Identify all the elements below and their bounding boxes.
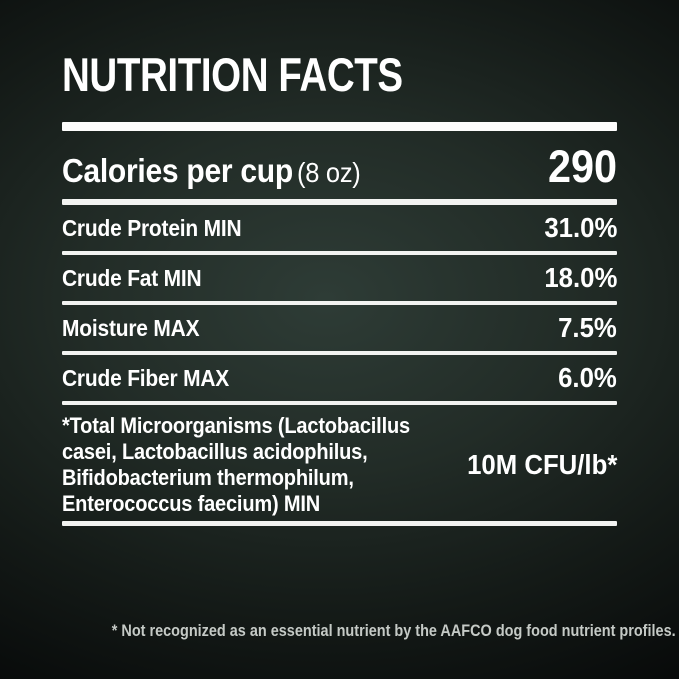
row-divider bbox=[62, 301, 617, 305]
nutrient-label: Crude Fat MIN bbox=[62, 264, 202, 291]
header-rule bbox=[62, 122, 617, 131]
page-title: NUTRITION FACTS bbox=[62, 48, 617, 102]
page-title-text: NUTRITION FACTS bbox=[62, 48, 403, 101]
calories-value-text: 290 bbox=[547, 141, 617, 192]
calories-label: Calories per cup bbox=[62, 152, 293, 189]
table-row-moisture: Moisture MAX 7.5% bbox=[62, 305, 617, 351]
nutrient-value: 7.5% bbox=[558, 312, 617, 343]
calories-unit: (8 oz) bbox=[297, 157, 361, 188]
nutrient-value: 10M CFU/lb* bbox=[466, 449, 617, 480]
nutrient-value: 18.0% bbox=[543, 262, 617, 293]
nutrient-label: *Total Microorganisms (Lactobacillus cas… bbox=[62, 413, 410, 516]
nutrient-value: 31.0% bbox=[543, 212, 617, 243]
row-divider bbox=[62, 351, 617, 355]
calories-label-group: Calories per cup (8 oz) bbox=[62, 152, 361, 190]
nutrient-label: Crude Protein MIN bbox=[62, 214, 242, 241]
calories-value: 290 bbox=[542, 141, 617, 193]
nutrient-label: Crude Fiber MAX bbox=[62, 364, 230, 391]
calories-row: Calories per cup (8 oz) 290 bbox=[62, 131, 617, 199]
row-divider bbox=[62, 401, 617, 405]
row-divider bbox=[62, 251, 617, 255]
table-row-fat: Crude Fat MIN 18.0% bbox=[62, 255, 617, 301]
footer-rule bbox=[62, 521, 617, 526]
nutrient-value: 6.0% bbox=[558, 362, 617, 393]
table-row-protein: Crude Protein MIN 31.0% bbox=[62, 205, 617, 251]
footnote-text: * Not recognized as an essential nutrien… bbox=[111, 621, 676, 640]
calories-rule bbox=[62, 199, 617, 205]
footnote-area: * Not recognized as an essential nutrien… bbox=[62, 619, 676, 643]
table-row-microorganisms: *Total Microorganisms (Lactobacillus cas… bbox=[62, 405, 617, 521]
nutrient-label: Moisture MAX bbox=[62, 314, 200, 341]
table-row-fiber: Crude Fiber MAX 6.0% bbox=[62, 355, 617, 401]
